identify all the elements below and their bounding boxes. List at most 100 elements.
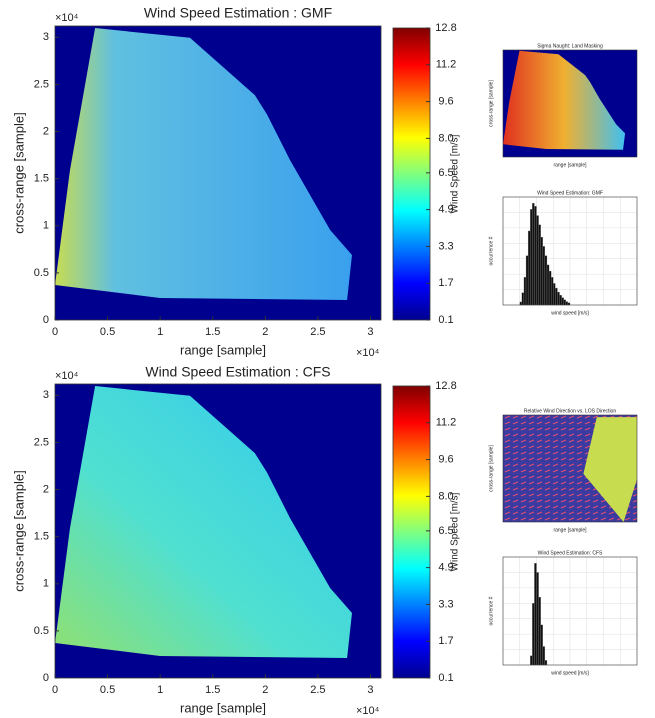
histogram-bar	[532, 203, 535, 306]
colorbar-tick-label: 8.0	[438, 490, 453, 502]
axes-frame	[502, 196, 638, 306]
x-axis-label: range [sample]	[180, 342, 266, 357]
y-axis-label: cross-range [sample]	[488, 80, 494, 127]
x-axis-label: range [sample]	[553, 527, 587, 533]
x-tick-label: 0.5	[100, 684, 115, 696]
x-multiplier: ×10⁴	[356, 705, 380, 717]
x-axis-label: range [sample]	[553, 162, 587, 168]
y-multiplier: ×10⁴	[55, 370, 79, 382]
y-tick-label: 1	[43, 220, 49, 232]
chart-title: Wind Speed Estimation : CFS	[145, 364, 330, 380]
histogram-bar	[530, 655, 533, 666]
histogram-bar	[555, 287, 558, 306]
colorbar-label: Wind Speed [m/s]	[450, 134, 461, 213]
x-axis-label: wind speed [m/s]	[551, 670, 589, 676]
y-tick-label: 1	[43, 578, 49, 590]
y-tick-label: 3	[43, 31, 49, 43]
x-tick-label: 2	[262, 684, 268, 696]
histogram-bar	[548, 270, 552, 306]
colorbar-tick-label: 8.0	[438, 132, 453, 144]
colorbar-tick-label: 0.1	[438, 672, 453, 684]
panel-title: Wind Speed Estimation: CFS	[538, 550, 603, 556]
histogram-bar	[534, 563, 537, 666]
colorbar-tick-label: 1.7	[438, 635, 453, 647]
colorbar-tick-label: 4.9	[438, 562, 453, 574]
x-tick-label: 1	[157, 326, 163, 338]
axes-frame	[502, 49, 638, 158]
colorbar-tick-label: 11.2	[436, 417, 457, 429]
x-axis-label: wind speed [m/s]	[551, 310, 589, 316]
histogram-bar	[563, 299, 566, 306]
histogram-bar	[544, 255, 548, 306]
colorbar	[392, 27, 431, 321]
histogram-bar	[538, 596, 541, 666]
histogram-bar	[536, 572, 539, 666]
histogram-bar	[521, 292, 525, 306]
land-mask	[503, 50, 626, 150]
histogram-bar	[551, 277, 554, 306]
y-axis-label: occurrence #	[488, 596, 494, 625]
colorbar-tick-label: 3.3	[438, 598, 453, 610]
y-axis-label: cross-range [sample]	[11, 470, 26, 591]
histogram-bar	[557, 291, 560, 306]
colorbar-tick-label: 12.8	[435, 380, 456, 392]
y-tick-label: 2	[43, 483, 49, 495]
colorbar-tick-label: 3.3	[438, 240, 453, 252]
x-tick-label: 3	[367, 326, 373, 338]
colorbar-tick-label: 0.1	[438, 314, 453, 326]
x-tick-label: 1	[157, 684, 163, 696]
x-tick-label: 2.5	[310, 326, 325, 338]
histogram-bar	[540, 236, 543, 306]
histogram-bar	[565, 301, 569, 306]
histogram-bar	[567, 302, 571, 306]
x-tick-label: 0.5	[100, 326, 115, 338]
colorbar-label: Wind Speed [m/s]	[450, 492, 461, 571]
y-tick-label: 2	[43, 125, 49, 137]
colorbar-tick-label: 6.5	[438, 167, 453, 179]
panel-title: Sigma Naught: Land Masking	[537, 43, 603, 49]
y-tick-label: 0	[43, 672, 49, 684]
land-mask	[55, 28, 352, 301]
histogram-bar	[527, 230, 531, 306]
y-axis-label: occurrence #	[488, 236, 494, 265]
y-tick-label: 0.5	[34, 625, 49, 637]
colorbar-tick-label: 9.6	[438, 453, 453, 465]
x-tick-label: 3	[367, 684, 373, 696]
panel-title: Wind Speed Estimation: GMF	[537, 190, 603, 196]
y-tick-label: 2.5	[34, 436, 49, 448]
histogram-bar	[553, 283, 556, 306]
colorbar-tick-label: 1.7	[438, 277, 453, 289]
y-tick-label: 3	[43, 389, 49, 401]
histogram-bar	[542, 646, 546, 666]
histogram-bar	[544, 660, 548, 666]
histogram-bar	[561, 297, 564, 306]
y-tick-label: 0.5	[34, 267, 49, 279]
land-mask	[583, 417, 637, 522]
axes-frame	[54, 383, 382, 679]
y-multiplier: ×10⁴	[55, 12, 79, 24]
land-mask	[55, 386, 352, 659]
x-axis-label: range [sample]	[180, 700, 266, 715]
y-axis-label: cross-range [sample]	[488, 445, 494, 492]
y-tick-label: 2.5	[34, 78, 49, 90]
colorbar-tick-label: 6.5	[438, 525, 453, 537]
histogram-bar	[523, 277, 527, 306]
histogram-bar	[519, 301, 522, 306]
histogram-bar	[534, 206, 537, 306]
histogram-bar	[538, 224, 541, 306]
colorbar	[392, 385, 431, 679]
axes-frame	[502, 414, 638, 523]
histogram-bar	[540, 624, 543, 666]
colorbar-tick-label: 9.6	[438, 95, 453, 107]
y-tick-label: 0	[43, 314, 49, 326]
x-tick-label: 0	[52, 326, 58, 338]
x-tick-label: 1.5	[205, 326, 220, 338]
y-tick-label: 1.5	[34, 531, 49, 543]
histogram-bar	[542, 246, 546, 306]
x-tick-label: 1.5	[205, 684, 220, 696]
axes-frame	[502, 556, 638, 666]
colorbar-tick-label: 4.9	[438, 204, 453, 216]
x-tick-label: 0	[52, 684, 58, 696]
